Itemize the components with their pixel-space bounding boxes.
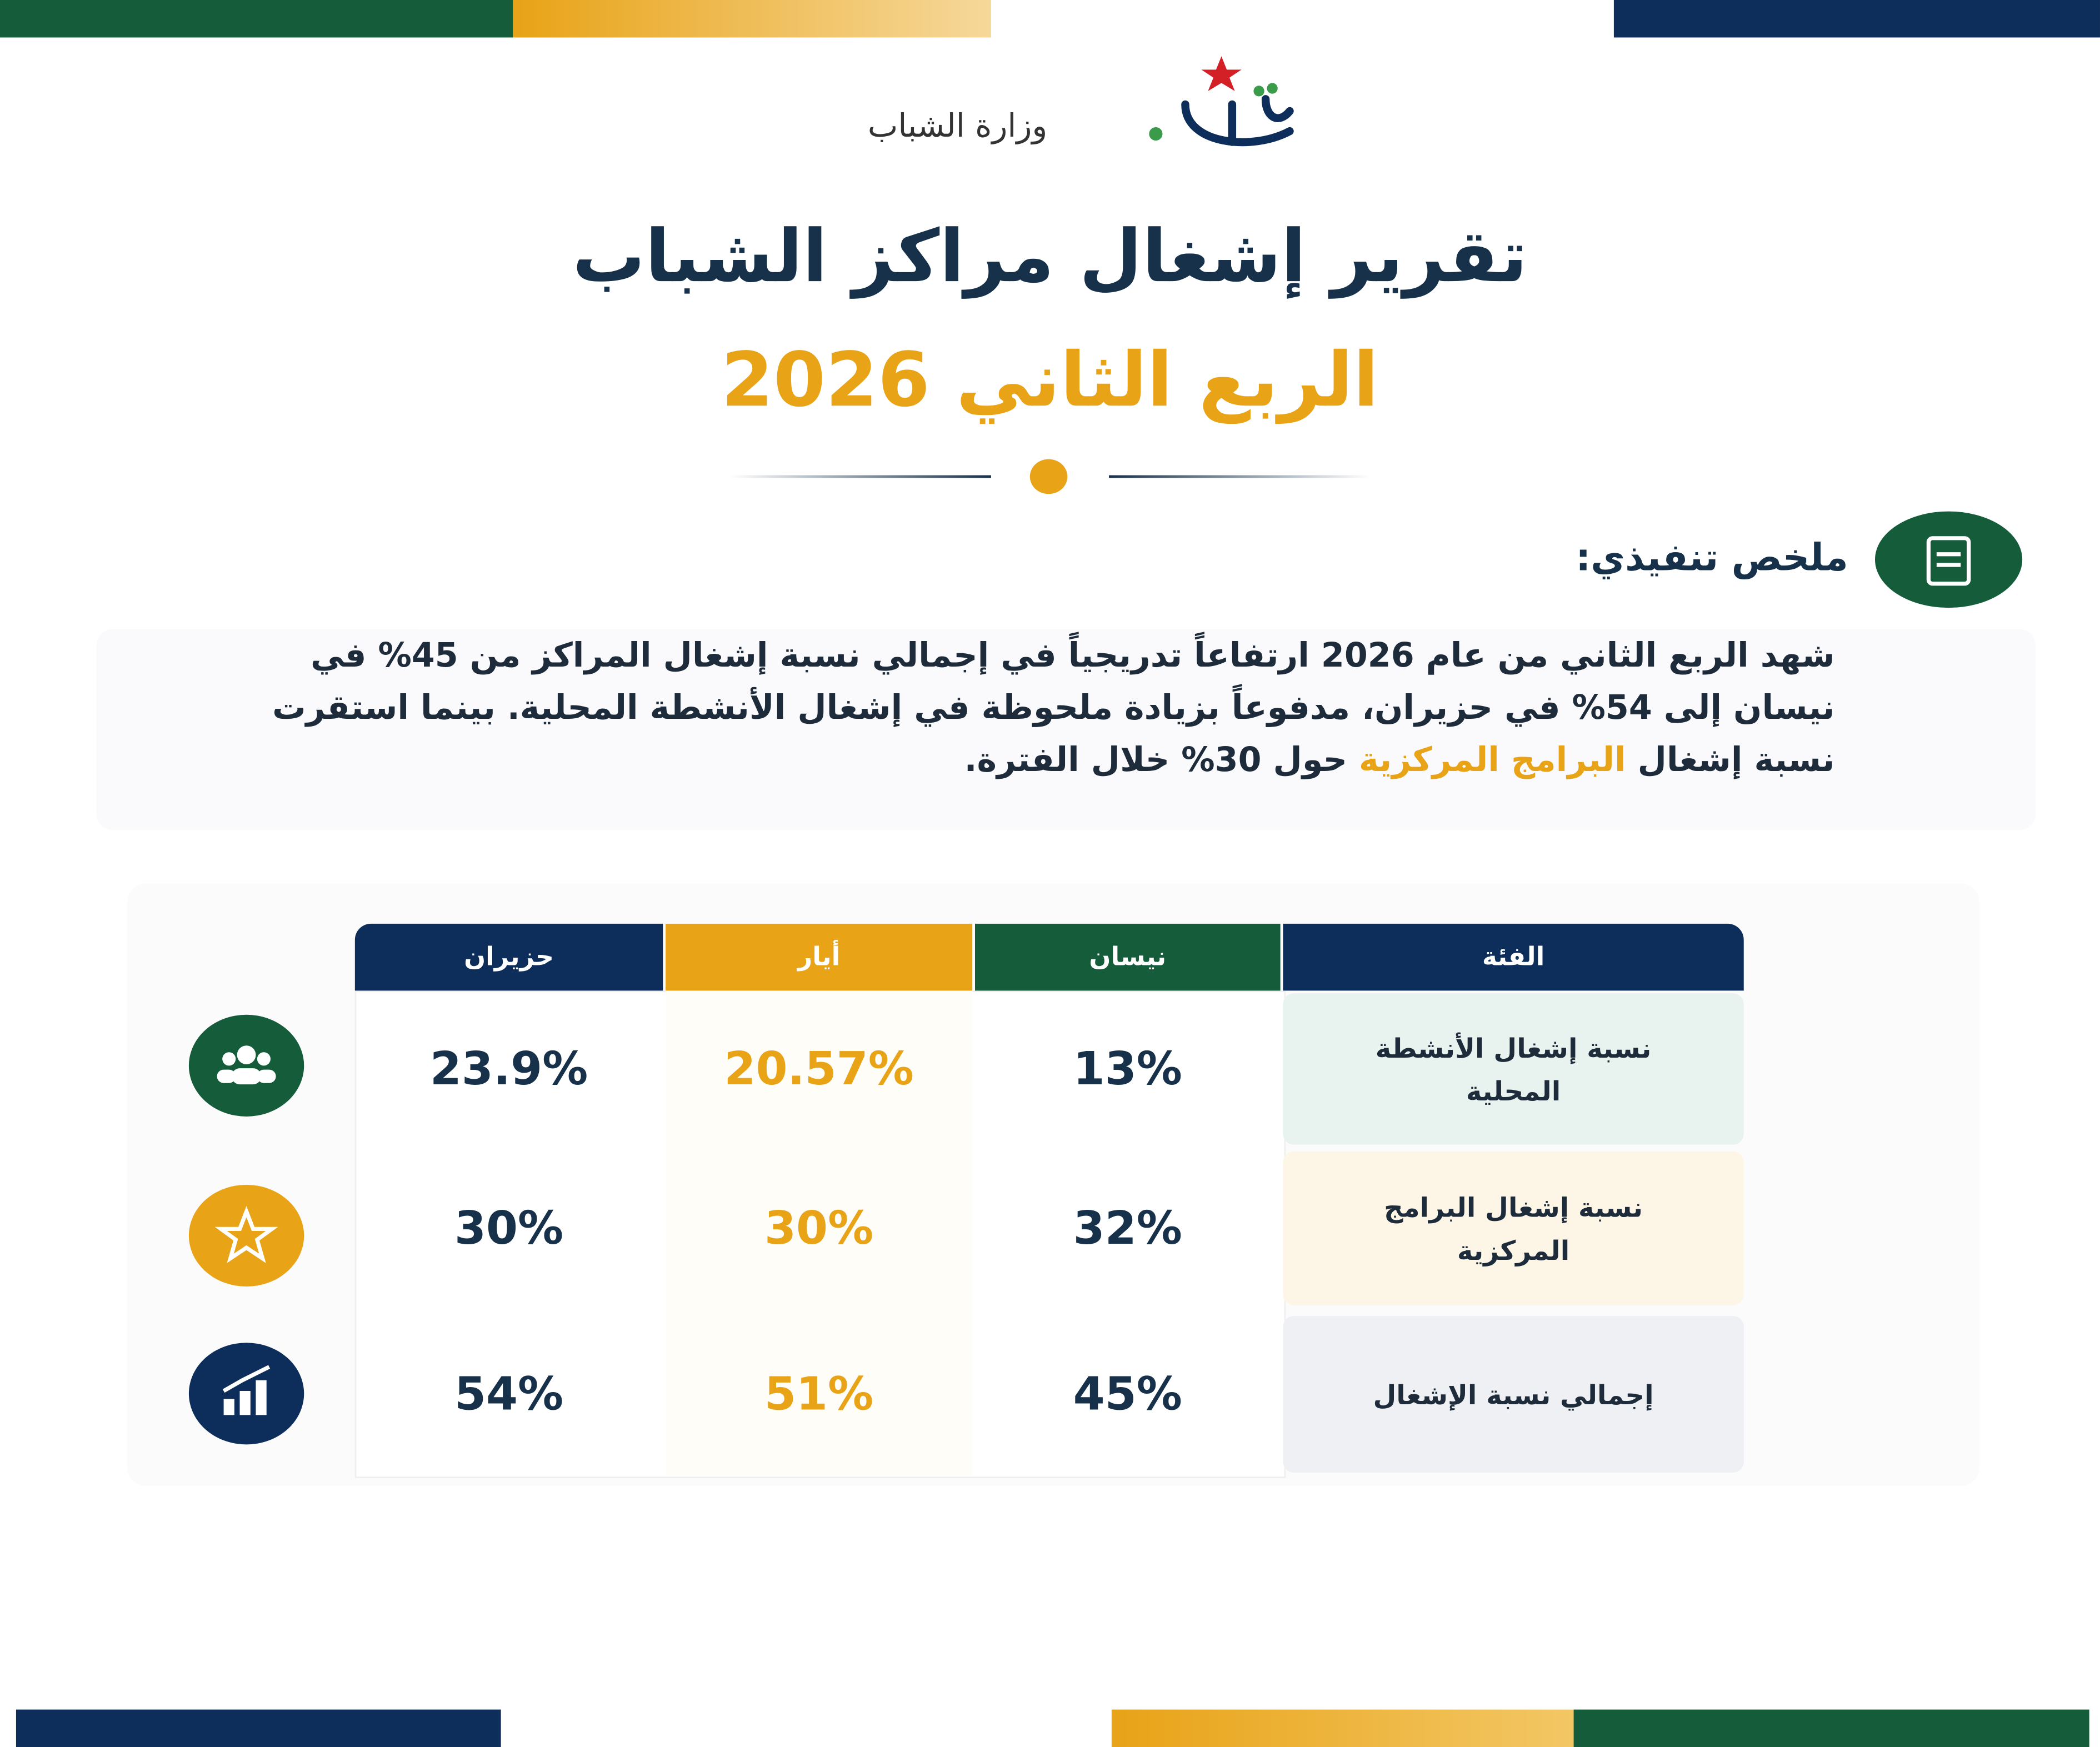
cell-value: 20.57%	[724, 1042, 914, 1096]
cell-value: 32%	[1073, 1201, 1182, 1255]
column-header: حزيران	[354, 923, 663, 991]
icon-glyph	[214, 1205, 278, 1263]
people-icon	[188, 1014, 304, 1117]
divider-dot	[1029, 459, 1068, 494]
logo	[1149, 56, 1294, 147]
cell-value: 30%	[764, 1201, 874, 1255]
chart-icon	[188, 1343, 304, 1445]
column-header: نيسان	[974, 923, 1281, 991]
icon-glyph	[222, 1365, 271, 1415]
subtitle: الربع الثاني 2026	[721, 337, 1379, 424]
row-label: نسبة إشغال الأنشطة المحلية	[1283, 993, 1744, 1145]
ministry-name: وزارة الشباب	[867, 107, 1048, 145]
cell-value: 54%	[454, 1367, 564, 1421]
summary-text-part: حول 30% خلال الفترة.	[964, 740, 1359, 779]
summary-heading: ملخص تنفيذي:	[1576, 535, 1848, 580]
row-label: إجمالي نسبة الإشغال	[1283, 1316, 1744, 1473]
cell-value: 45%	[1073, 1367, 1182, 1421]
icon-glyph	[217, 1045, 276, 1085]
top-bar	[1613, 0, 2100, 38]
cell-value: 51%	[764, 1367, 874, 1421]
column-header: أيار	[666, 923, 973, 991]
summary-icon	[1874, 511, 2023, 608]
row-label: نسبة إشغال البرامج المركزية	[1283, 1151, 1744, 1305]
highlight-column	[666, 990, 973, 1475]
title: تقرير إشغال مراكز الشباب	[572, 214, 1528, 299]
cell-value: 23.9%	[429, 1042, 588, 1096]
summary-text: شهد الربع الثاني من عام 2026 ارتفاعاً تد…	[254, 629, 1835, 786]
top-bar	[513, 0, 991, 38]
cell-value: 30%	[454, 1201, 564, 1255]
star-icon	[188, 1184, 304, 1287]
bottom-bar	[1573, 1709, 2089, 1747]
summary-text-part: شهد الربع الثاني من عام 2026 ارتفاعاً تد…	[272, 635, 1835, 779]
summary-highlight: البرامج المركزية	[1359, 740, 1626, 779]
bottom-bar	[1111, 1709, 1574, 1747]
divider	[729, 475, 991, 478]
bottom-bar	[16, 1709, 501, 1747]
cell-value: 13%	[1073, 1042, 1182, 1096]
summary-box	[96, 629, 2036, 830]
doc-icon	[1926, 536, 1971, 586]
column-header: الفئة	[1283, 923, 1744, 991]
divider	[1109, 475, 1371, 478]
top-bar	[0, 0, 513, 38]
